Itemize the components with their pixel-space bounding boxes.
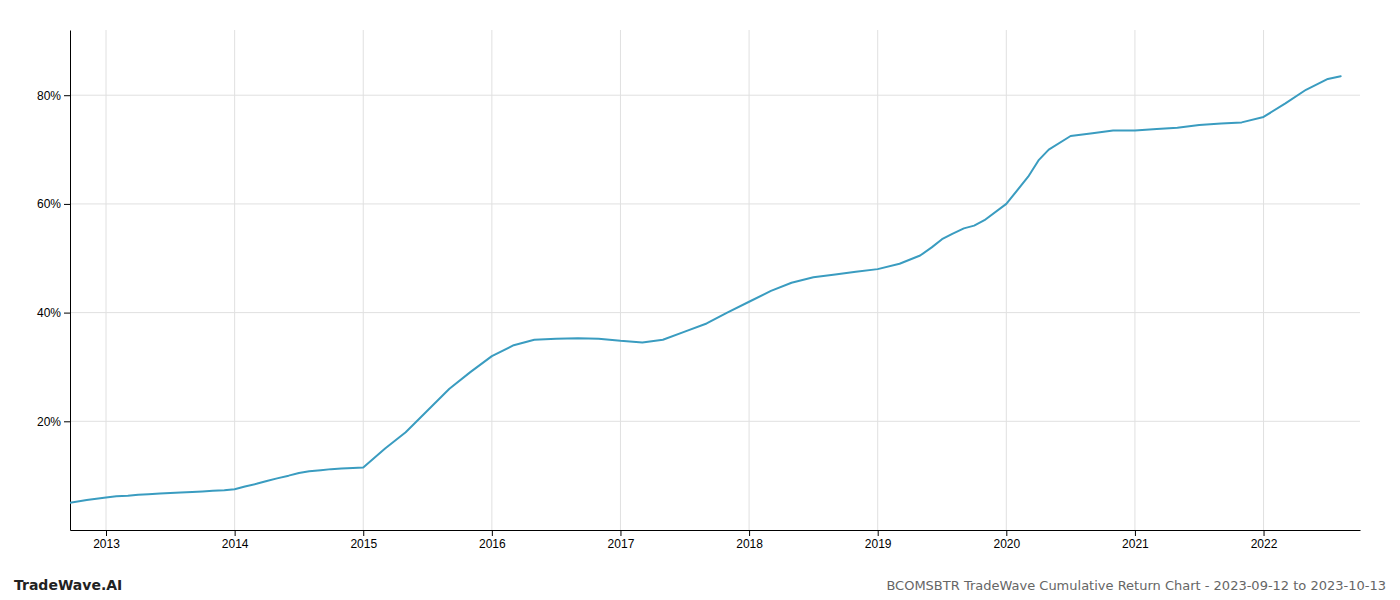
y-tick-mark <box>64 95 70 96</box>
x-tick-mark <box>749 530 750 536</box>
y-tick: 20% <box>37 415 70 429</box>
y-tick: 80% <box>37 89 70 103</box>
x-axis-line <box>71 530 1361 531</box>
x-tick: 2015 <box>350 530 377 551</box>
line <box>70 76 1341 503</box>
title: BCOMSBTR TradeWave Cumulative Return Cha… <box>886 578 1386 593</box>
x-tick-mark <box>492 530 493 536</box>
x-tick: 2013 <box>93 530 120 551</box>
x-tick-label: 2013 <box>93 537 120 551</box>
x-tick-label: 2020 <box>993 537 1020 551</box>
series <box>70 76 1341 503</box>
x-tick-label: 2016 <box>479 537 506 551</box>
x-tick: 2016 <box>479 530 506 551</box>
y-tick: 40% <box>37 306 70 320</box>
x-tick-mark <box>1006 530 1007 536</box>
x-axis: 2013 2014 2015 2016 2017 2018 2019 2020 2021 2022 <box>71 530 1361 551</box>
y-tick-mark <box>64 313 70 314</box>
grid-line-x <box>234 30 235 530</box>
grid-line-x <box>877 30 878 530</box>
x-tick: 2022 <box>1251 530 1278 551</box>
grid-line-x <box>749 30 750 530</box>
grid-line-x <box>363 30 364 530</box>
y-axis: 20% 40% 60% 80% <box>37 31 71 531</box>
y-tick: 60% <box>37 197 70 211</box>
y-tick-label: 80% <box>37 89 61 103</box>
x-tick: 2020 <box>993 530 1020 551</box>
x-tick-label: 2018 <box>736 537 763 551</box>
grid-line-x <box>1006 30 1007 530</box>
x-tick-label: 2022 <box>1251 537 1278 551</box>
grid-line-x <box>1134 30 1135 530</box>
x-tick: 2018 <box>736 530 763 551</box>
y-tick-label: 60% <box>37 197 61 211</box>
x-tick-mark <box>1264 530 1265 536</box>
grid-line-x <box>106 30 107 530</box>
grid-line-y <box>70 203 1360 204</box>
x-tick-label: 2015 <box>350 537 377 551</box>
grid-line-y <box>70 421 1360 422</box>
y-tick-label: 20% <box>37 415 61 429</box>
x-tick-mark <box>235 530 236 536</box>
watermark: TradeWave.AI <box>14 577 122 593</box>
y-tick-mark <box>64 204 70 205</box>
grid-line-y <box>70 95 1360 96</box>
x-tick: 2014 <box>222 530 249 551</box>
chart: 2013 2014 2015 2016 2017 2018 2019 2020 2021 2022… <box>0 0 1400 600</box>
x-tick-mark <box>363 530 364 536</box>
x-tick-label: 2017 <box>608 537 635 551</box>
y-axis-line <box>70 31 71 531</box>
x-tick: 2021 <box>1122 530 1149 551</box>
x-tick: 2017 <box>608 530 635 551</box>
x-tick-label: 2019 <box>865 537 892 551</box>
x-tick-label: 2014 <box>222 537 249 551</box>
y-tick-label: 40% <box>37 306 61 320</box>
grid-line-x <box>1263 30 1264 530</box>
plot-area: 2013 2014 2015 2016 2017 2018 2019 2020 2021 2022… <box>37 30 1361 551</box>
x-tick-mark <box>878 530 879 536</box>
x-tick-mark <box>1135 530 1136 536</box>
x-tick-label: 2021 <box>1122 537 1149 551</box>
grid-line-x <box>491 30 492 530</box>
grid <box>70 30 1360 530</box>
grid-line-y <box>70 312 1360 313</box>
x-tick-mark <box>106 530 107 536</box>
grid-line-x <box>620 30 621 530</box>
x-tick-mark <box>620 530 621 536</box>
x-tick: 2019 <box>865 530 892 551</box>
y-tick-mark <box>64 421 70 422</box>
